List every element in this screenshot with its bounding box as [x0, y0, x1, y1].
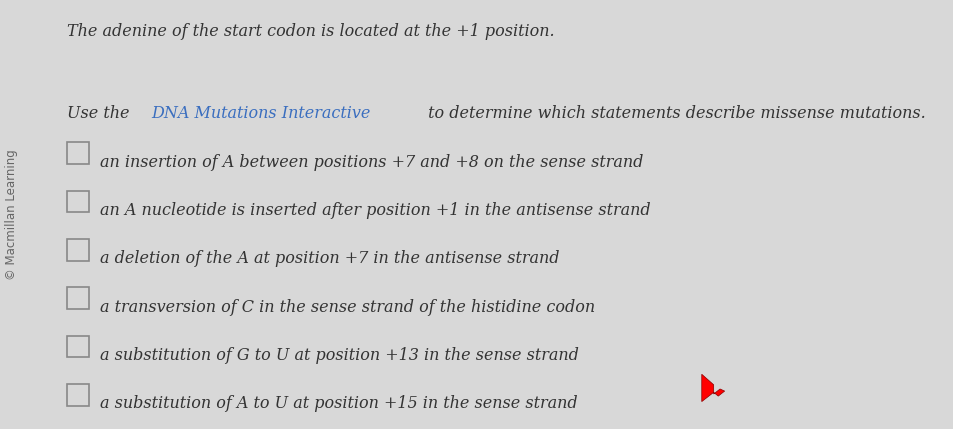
Text: © Macmillan Learning: © Macmillan Learning	[5, 149, 18, 280]
Text: DNA Mutations Interactive: DNA Mutations Interactive	[151, 105, 370, 122]
Text: to determine which statements describe missense mutations.: to determine which statements describe m…	[422, 105, 924, 122]
Bar	[67, 335, 89, 357]
Text: a deletion of the A at position +7 in the antisense strand: a deletion of the A at position +7 in th…	[100, 250, 559, 267]
Text: an A nucleotide is inserted after position +1 in the antisense strand: an A nucleotide is inserted after positi…	[100, 202, 650, 219]
Text: The adenine of the start codon is located at the +1 position.: The adenine of the start codon is locate…	[67, 23, 554, 40]
Text: a substitution of A to U at position +15 in the sense strand: a substitution of A to U at position +15…	[100, 395, 578, 412]
Text: a transversion of C in the sense strand of the histidine codon: a transversion of C in the sense strand …	[100, 299, 595, 316]
Text: Use the: Use the	[67, 105, 134, 122]
Text: an insertion of A between positions +7 and +8 on the sense strand: an insertion of A between positions +7 a…	[100, 154, 642, 171]
Bar	[67, 142, 89, 164]
Bar	[67, 287, 89, 309]
Text: a substitution of G to U at position +13 in the sense strand: a substitution of G to U at position +13…	[100, 347, 578, 364]
Bar	[67, 190, 89, 212]
Polygon shape	[701, 374, 724, 402]
Bar	[67, 384, 89, 406]
Bar	[67, 239, 89, 261]
